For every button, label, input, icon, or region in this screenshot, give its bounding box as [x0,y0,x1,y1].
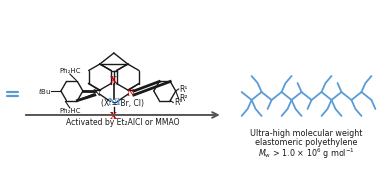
Text: $\mathit{t}$Bu: $\mathit{t}$Bu [38,86,52,96]
Text: X: X [110,112,117,122]
Text: Ni: Ni [107,98,121,108]
Text: (X = Br, Cl): (X = Br, Cl) [101,99,144,108]
Text: elastomeric polyethylene: elastomeric polyethylene [256,138,358,147]
Text: R¹: R¹ [174,98,183,107]
Text: R²: R² [180,94,188,104]
Text: $\mathit{M}_{\mathrm{w}}$ > 1.0 × 10$^{6}$ g mol$^{-1}$: $\mathit{M}_{\mathrm{w}}$ > 1.0 × 10$^{6… [258,147,355,161]
Text: R¹: R¹ [180,84,188,94]
Text: Activated by Et₂AlCl or MMAO: Activated by Et₂AlCl or MMAO [66,118,180,127]
Text: N: N [93,88,101,98]
Text: X: X [110,76,117,84]
Text: N: N [127,88,135,98]
Text: Ph₂HC: Ph₂HC [59,108,81,114]
Text: Ph₂HC: Ph₂HC [59,68,81,74]
Text: Ultra-high molecular weight: Ultra-high molecular weight [250,129,363,138]
